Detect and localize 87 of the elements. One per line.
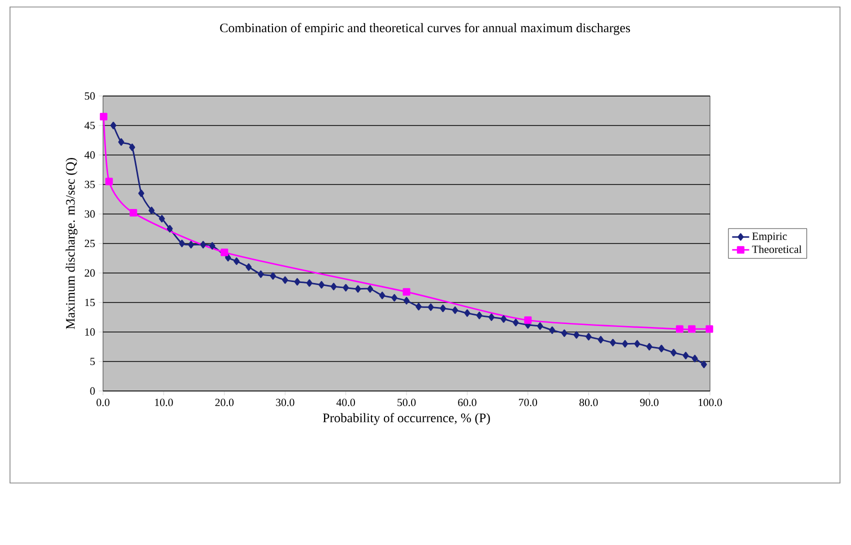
point <box>138 190 144 198</box>
point <box>416 302 422 310</box>
point <box>524 316 532 324</box>
point <box>105 178 113 186</box>
x-tick-label: 80.0 <box>579 398 598 406</box>
point <box>598 336 604 344</box>
y-axis-title: Maximum discharge. m3/sec (Q) <box>66 158 78 330</box>
point <box>100 112 108 120</box>
x-axis-title: Probability of occurrence, % (P) <box>322 413 490 425</box>
point <box>464 309 470 317</box>
point <box>646 342 652 350</box>
point <box>622 340 628 348</box>
x-tick-label: 90.0 <box>640 398 658 406</box>
point <box>148 206 155 214</box>
point <box>270 272 276 280</box>
point <box>688 325 696 333</box>
x-tick-label: 20.0 <box>215 398 234 406</box>
point <box>330 282 337 290</box>
legend-label: Empiric <box>752 232 787 242</box>
point <box>452 306 458 314</box>
point <box>610 338 616 346</box>
point <box>282 276 288 284</box>
point <box>354 285 361 293</box>
point <box>318 281 325 289</box>
x-tick-label: 70.0 <box>519 398 538 406</box>
x-tick-label: 100.0 <box>698 398 722 406</box>
chart-title: Combination of empiric and theoretical curves for annual maximum discharges <box>220 23 630 35</box>
point <box>488 313 494 321</box>
point <box>561 329 568 337</box>
point <box>658 344 664 352</box>
point <box>670 348 677 356</box>
point <box>306 279 312 287</box>
point <box>512 318 519 326</box>
y-tick-label: 10 <box>85 328 95 336</box>
point <box>110 122 116 130</box>
y-tick-label: 30 <box>84 210 95 218</box>
point <box>404 296 410 304</box>
point <box>200 240 206 248</box>
y-tick-label: 45 <box>84 122 95 130</box>
y-tick-label: 25 <box>84 240 95 248</box>
x-tick-label: 40.0 <box>336 398 355 406</box>
y-tick-label: 40 <box>84 151 95 159</box>
point <box>537 322 544 330</box>
point <box>258 270 264 278</box>
legend-label: Theoretical <box>752 245 802 254</box>
point <box>130 209 138 217</box>
point <box>500 315 507 323</box>
point <box>586 332 592 340</box>
point <box>225 254 232 262</box>
y-tick-label: 50 <box>84 92 95 100</box>
point <box>700 360 707 368</box>
point <box>440 304 446 312</box>
point <box>129 144 136 152</box>
point <box>178 240 185 248</box>
point <box>294 278 300 286</box>
x-tick-label: 50.0 <box>398 398 416 406</box>
point <box>209 242 216 250</box>
point <box>158 214 165 222</box>
point <box>188 240 194 248</box>
point <box>573 331 580 339</box>
point <box>692 354 698 362</box>
point <box>220 248 228 256</box>
point <box>118 138 124 146</box>
point <box>391 294 398 302</box>
point <box>342 284 349 292</box>
y-tick-label: 0 <box>90 387 95 395</box>
y-tick-label: 5 <box>90 358 95 366</box>
y-tick-label: 15 <box>85 298 95 306</box>
x-tick-label: 10.0 <box>155 398 173 406</box>
point <box>246 263 252 271</box>
x-tick-label: 30.0 <box>276 398 294 406</box>
point <box>634 340 640 348</box>
point <box>476 312 482 320</box>
y-tick-label: 35 <box>84 180 95 188</box>
point <box>379 292 386 300</box>
x-tick-label: 0.0 <box>96 398 110 406</box>
point <box>428 303 434 311</box>
point <box>676 325 684 333</box>
point <box>402 288 410 296</box>
x-tick-label: 60.0 <box>458 398 476 406</box>
point <box>166 224 173 232</box>
point <box>367 285 374 293</box>
point <box>706 325 714 333</box>
point <box>234 257 240 265</box>
point <box>682 352 689 360</box>
y-tick-label: 20 <box>84 269 95 277</box>
point <box>549 326 556 334</box>
